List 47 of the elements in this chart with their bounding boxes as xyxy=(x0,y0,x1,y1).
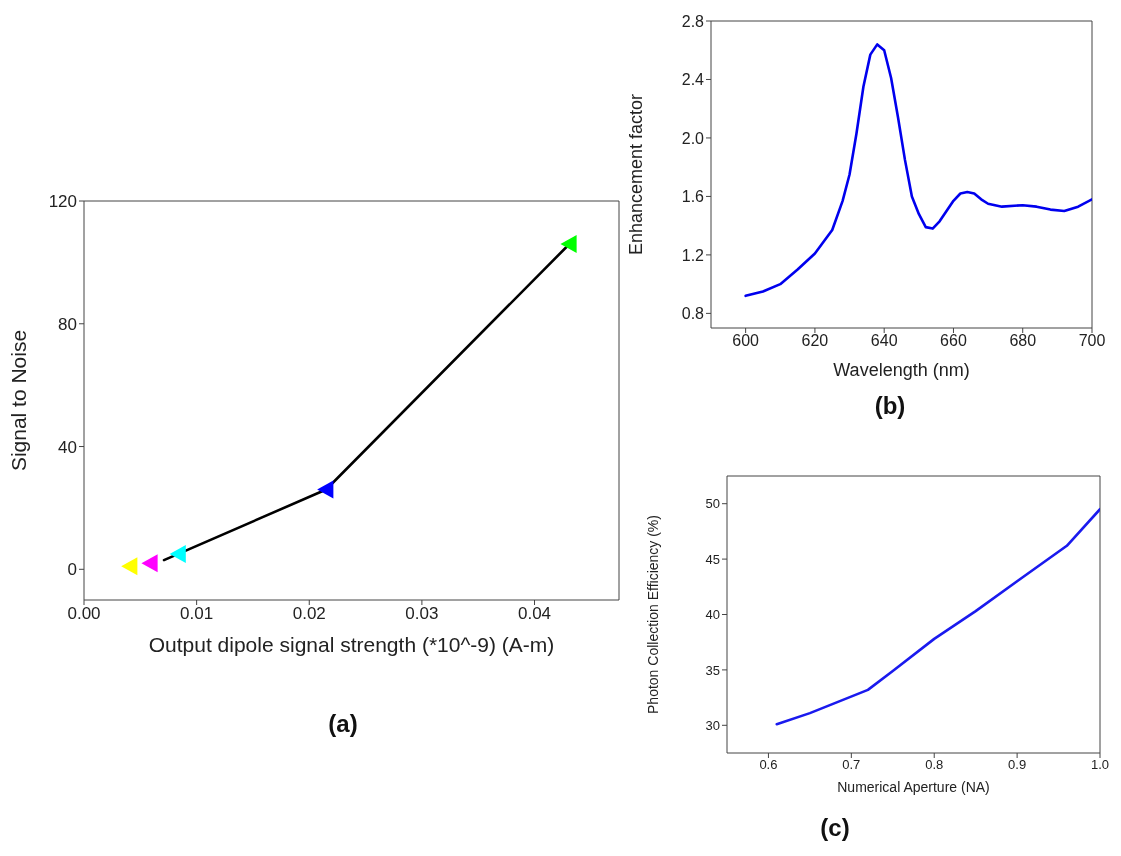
y-tick-label: 1.2 xyxy=(681,246,705,264)
y-axis-title: Signal to Noise xyxy=(7,329,31,472)
y-tick-label: 40 xyxy=(705,607,720,623)
y-tick-label: 30 xyxy=(705,717,720,733)
x-tick-label: 0.03 xyxy=(405,604,439,624)
y-tick-label: 2.0 xyxy=(681,129,705,147)
y-tick-label: 35 xyxy=(705,662,720,678)
x-axis-title: Numerical Aperture (NA) xyxy=(837,778,990,795)
y-tick-label: 45 xyxy=(705,551,720,567)
y-tick-label: 80 xyxy=(58,314,77,334)
line-series xyxy=(775,507,1100,726)
y-tick-label: 2.8 xyxy=(681,12,705,30)
x-axis-title: Output dipole signal strength (*10^-9) (A-m) xyxy=(148,633,555,657)
text: (a) xyxy=(328,710,358,738)
y-tick-label: 0 xyxy=(67,560,77,580)
y-tick-label: 0.8 xyxy=(681,305,705,323)
y-tick-label: 50 xyxy=(705,496,720,512)
x-tick-label: 0.00 xyxy=(67,604,101,624)
point xyxy=(141,554,158,573)
x-tick-label: 640 xyxy=(870,332,898,350)
x-tick-label: 700 xyxy=(1078,332,1106,350)
x-tick-label: 660 xyxy=(940,332,967,350)
x-axis-title: Wavelength (nm) xyxy=(833,359,970,380)
point xyxy=(317,480,334,499)
x-tick-label: 0.7 xyxy=(842,757,861,773)
point xyxy=(560,234,577,253)
x-tick-label: 0.04 xyxy=(517,604,552,624)
x-tick-label: 1.0 xyxy=(1090,757,1110,773)
point xyxy=(121,557,138,576)
x-tick-label: 680 xyxy=(1009,332,1037,350)
line-series xyxy=(744,43,1092,298)
x-tick-label: 620 xyxy=(801,332,829,350)
text: (b) xyxy=(874,392,906,420)
x-tick-label: 0.6 xyxy=(759,757,778,773)
x-tick-label: 0.02 xyxy=(292,604,326,624)
y-tick-label: 1.6 xyxy=(681,188,705,206)
y-axis-title: Photon Collection Efficiency (%) xyxy=(644,515,661,714)
y-tick-label: 40 xyxy=(58,437,77,457)
y-tick-label: 120 xyxy=(48,192,77,212)
y-tick-label: 2.4 xyxy=(681,71,705,89)
text: (c) xyxy=(820,814,850,842)
y-axis-title: Enhancement factor xyxy=(626,93,647,256)
x-tick-label: 600 xyxy=(732,332,760,350)
x-tick-label: 0.9 xyxy=(1008,757,1027,773)
x-tick-label: 0.01 xyxy=(180,604,214,624)
point xyxy=(169,544,186,563)
x-tick-label: 0.8 xyxy=(925,757,944,773)
